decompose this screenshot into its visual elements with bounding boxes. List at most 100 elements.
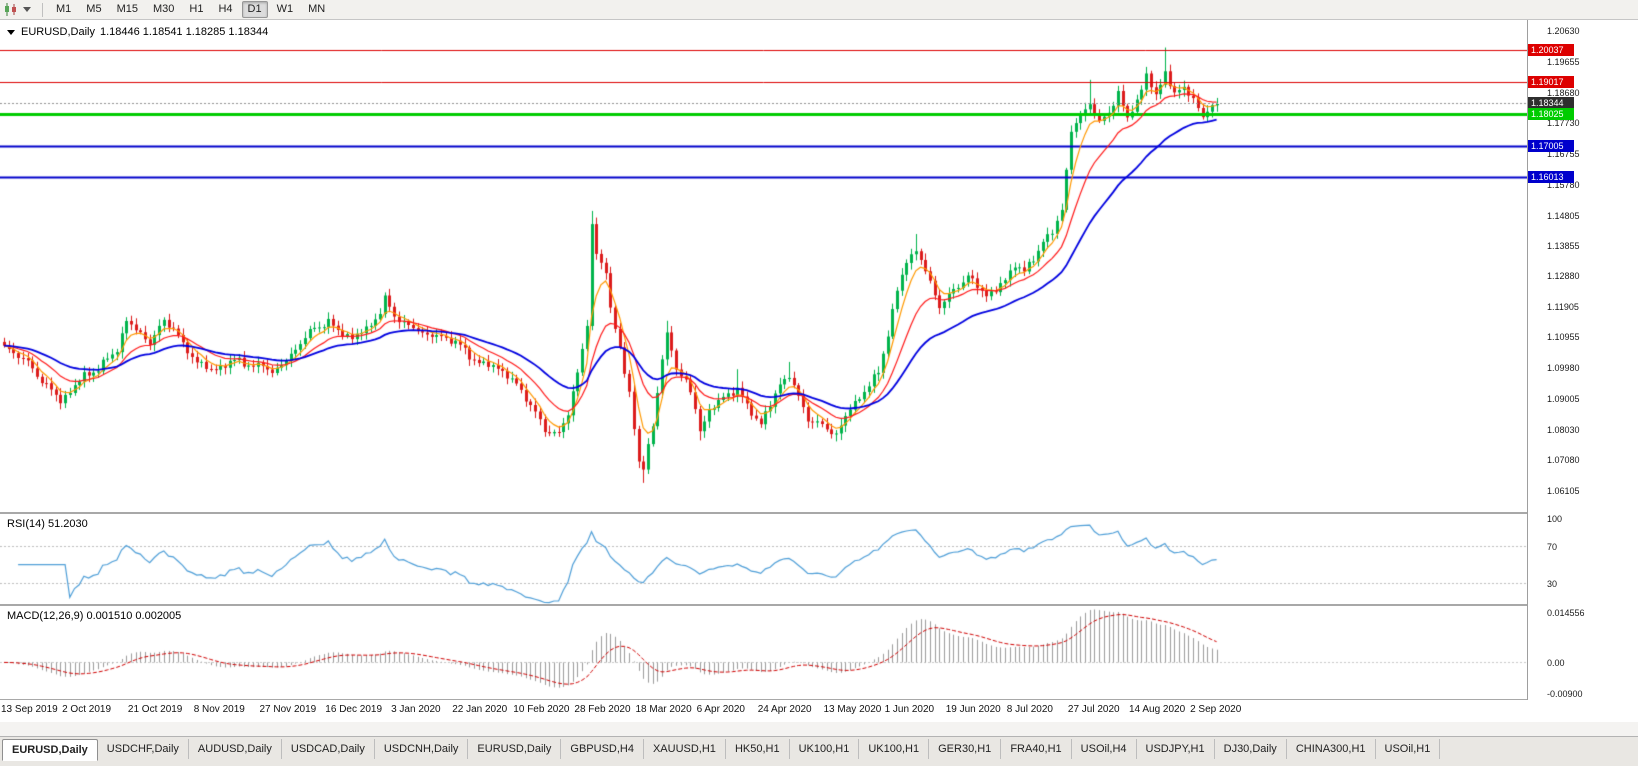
date-label: 27 Nov 2019 [259, 704, 317, 715]
timeframe-button-w1[interactable]: W1 [276, 3, 294, 15]
date-label: 10 Feb 2020 [513, 704, 570, 715]
panel-separator [0, 699, 1638, 700]
macd-canvas[interactable] [0, 606, 1638, 699]
timeframe-button-m15[interactable]: M15 [116, 3, 138, 15]
price-tick-label: 1.20630 [1547, 26, 1580, 37]
horizontal-scrollbar[interactable] [0, 722, 1638, 736]
date-label: 19 Jun 2020 [945, 704, 1001, 715]
rsi-level-label: 30 [1547, 579, 1558, 590]
date-label: 2 Sep 2020 [1190, 704, 1242, 715]
price-badge-support: 1.16013 [1528, 171, 1574, 184]
tab-audusd-daily[interactable]: AUDUSD,Daily [189, 739, 282, 759]
timeframe-button-h4[interactable]: H4 [218, 3, 233, 15]
timeframe-button-d1[interactable]: D1 [241, 1, 268, 18]
rsi-label: RSI(14) 51.2030 [7, 518, 88, 530]
date-label: 24 Apr 2020 [757, 704, 812, 715]
price-tick-label: 1.18680 [1547, 87, 1580, 98]
date-label: 28 Feb 2020 [574, 704, 631, 715]
date-label: 21 Oct 2019 [127, 704, 183, 715]
main-chart-panel [0, 20, 1638, 512]
timeframe-button-group: M1 M5 M15 M30 H1 H4 D1 W1 MN [50, 1, 331, 18]
price-badge-resistance: 1.19017 [1528, 76, 1574, 89]
tab-usdcnh-daily[interactable]: USDCNH,Daily [375, 739, 469, 759]
tab-eurusd-daily[interactable]: EURUSD,Daily [2, 739, 98, 761]
candlestick-chart-icon[interactable] [4, 3, 19, 16]
price-badge-support: 1.17005 [1528, 139, 1574, 152]
tab-usoil-h1[interactable]: USOil,H1 [1376, 739, 1441, 759]
price-tick-label: 1.16755 [1547, 148, 1580, 159]
tab-hk50-h1[interactable]: HK50,H1 [726, 739, 790, 759]
panel-separator[interactable] [0, 512, 1638, 514]
tab-ger30-h1[interactable]: GER30,H1 [929, 739, 1002, 759]
chart-tab-bar: EURUSD,Daily USDCHF,Daily AUDUSD,Daily USDC… [0, 736, 1638, 766]
rsi-panel [0, 514, 1638, 604]
tab-usdchf-daily[interactable]: USDCHF,Daily [98, 739, 189, 759]
panel-separator[interactable] [0, 604, 1638, 606]
price-tick-label: 1.10955 [1547, 332, 1580, 343]
tab-dj30-daily[interactable]: DJ30,Daily [1215, 739, 1287, 759]
rsi-canvas[interactable] [0, 514, 1638, 604]
macd-panel [0, 606, 1638, 699]
date-label: 18 Mar 2020 [635, 704, 692, 715]
price-tick-label: 1.14805 [1547, 210, 1580, 221]
toolbar-separator [42, 2, 43, 17]
price-tick-label: 1.09005 [1547, 394, 1580, 405]
price-tick-label: 1.07080 [1547, 455, 1580, 466]
macd-level-label: 0.00 [1547, 658, 1565, 669]
price-tick-label: 1.13855 [1547, 240, 1580, 251]
tab-china300-h1[interactable]: CHINA300,H1 [1287, 739, 1376, 759]
price-tick-label: 1.15780 [1547, 179, 1580, 190]
price-tick-label: 1.19655 [1547, 56, 1580, 67]
date-label: 13 May 2020 [823, 704, 882, 715]
price-tick-label: 1.06105 [1547, 485, 1580, 496]
date-label: 22 Jan 2020 [452, 704, 508, 715]
price-badge-resistance: 1.20037 [1528, 43, 1574, 56]
price-axis[interactable]: 1.20630 1.19655 1.18680 1.17730 1.16755 1.157… [1528, 20, 1638, 700]
timeframe-button-m1[interactable]: M1 [56, 3, 72, 15]
tab-usdjpy-h1[interactable]: USDJPY,H1 [1137, 739, 1215, 759]
price-axis-separator [1527, 20, 1528, 700]
main-chart-canvas[interactable] [0, 20, 1638, 512]
date-label: 6 Apr 2020 [696, 704, 745, 715]
price-tick-label: 1.11905 [1547, 302, 1579, 313]
price-badge-support: 1.18025 [1528, 107, 1574, 120]
timeframe-button-mn[interactable]: MN [308, 3, 326, 15]
chart-ohlc-values: 1.18446 1.18541 1.18285 1.18344 [99, 26, 269, 38]
timeframe-toolbar: M1 M5 M15 M30 H1 H4 D1 W1 MN [0, 0, 1638, 20]
date-label: 3 Jan 2020 [391, 704, 441, 715]
chart-symbol-label: EURUSD,Daily [21, 26, 95, 38]
tab-usdcad-daily[interactable]: USDCAD,Daily [282, 739, 375, 759]
rsi-level-label: 70 [1547, 541, 1558, 552]
macd-level-label: -0.00900 [1547, 689, 1583, 699]
timeframe-button-m30[interactable]: M30 [152, 3, 175, 15]
time-axis[interactable]: 13 Sep 2019 2 Oct 2019 21 Oct 2019 8 Nov 20… [0, 700, 1638, 722]
tab-eurusd-daily[interactable]: EURUSD,Daily [468, 739, 562, 759]
rsi-level-label: 100 [1547, 513, 1563, 524]
tab-uk100-h1[interactable]: UK100,H1 [859, 739, 930, 759]
date-label: 2 Oct 2019 [62, 704, 112, 715]
tab-uk100-h1[interactable]: UK100,H1 [790, 739, 860, 759]
tab-fra40-h1[interactable]: FRA40,H1 [1001, 739, 1072, 759]
tab-gbpusd-h4[interactable]: GBPUSD,H4 [561, 739, 644, 759]
macd-label: MACD(12,26,9) 0.001510 0.002005 [7, 610, 182, 622]
date-label: 16 Dec 2019 [325, 704, 383, 715]
chart-type-dropdown-caret-icon[interactable] [23, 7, 31, 12]
tab-xauusd-h1[interactable]: XAUUSD,H1 [644, 739, 726, 759]
macd-level-label: 0.014556 [1547, 608, 1585, 618]
date-label: 8 Nov 2019 [193, 704, 245, 715]
date-label: 14 Aug 2020 [1129, 704, 1186, 715]
date-label: 8 Jul 2020 [1006, 704, 1053, 715]
chart-header: EURUSD,Daily 1.18446 1.18541 1.18285 1.1… [7, 26, 268, 38]
price-tick-label: 1.08030 [1547, 425, 1580, 435]
price-tick-label: 1.09980 [1547, 363, 1580, 374]
timeframe-button-h1[interactable]: H1 [189, 3, 204, 15]
price-badge-current-price: 1.18344 [1528, 97, 1574, 110]
date-label: 27 Jul 2020 [1067, 704, 1120, 715]
tab-usoil-h4[interactable]: USOil,H4 [1072, 739, 1137, 759]
timeframe-button-m5[interactable]: M5 [86, 3, 102, 15]
price-tick-label: 1.12880 [1547, 271, 1580, 282]
date-label: 13 Sep 2019 [1, 704, 58, 715]
price-tick-label: 1.17730 [1547, 117, 1580, 128]
chart-collapse-icon[interactable] [7, 29, 15, 35]
